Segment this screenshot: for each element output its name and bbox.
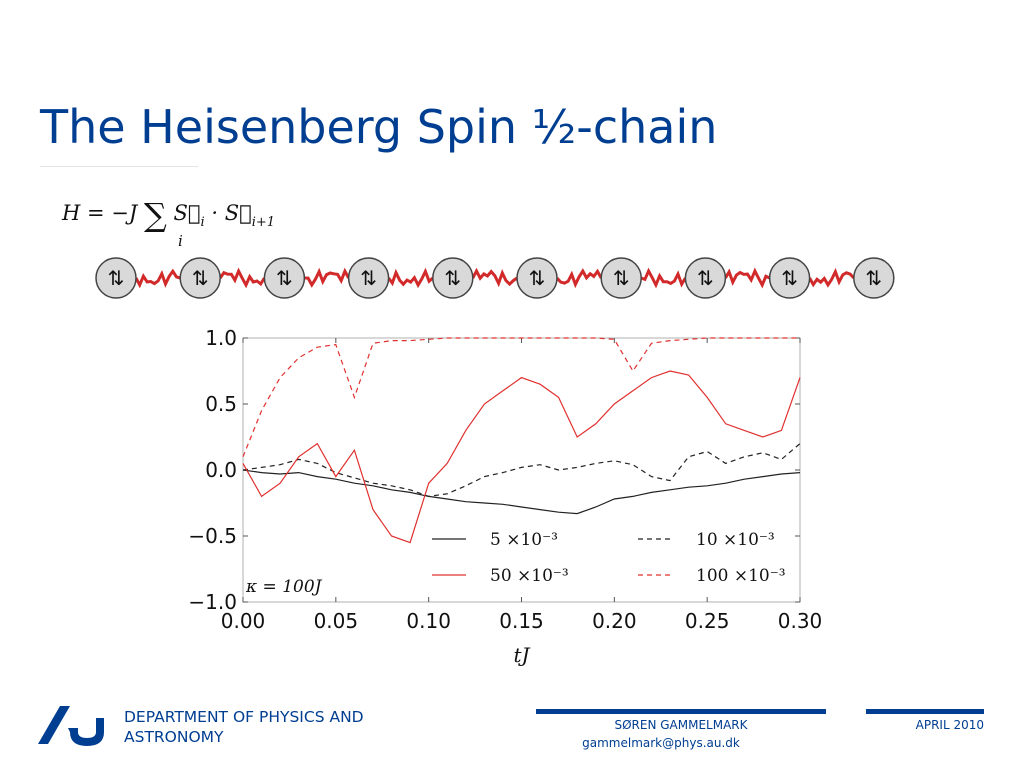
legend-label: 10 ×10⁻³ (696, 530, 775, 550)
au-logo-icon (38, 706, 104, 746)
spin-coupling-link (304, 267, 350, 288)
x-axis-label: tJ (513, 643, 530, 667)
x-tick-label: 0.25 (685, 609, 730, 633)
spin-up-down-icon: ⇅ (360, 266, 377, 290)
spin-coupling-link (387, 267, 434, 289)
spin-site-node (432, 257, 474, 299)
spin-coupling-link (724, 267, 771, 289)
series-line-1 (242, 469, 801, 515)
series-line-2 (242, 443, 801, 498)
spin-coupling-link (640, 267, 687, 289)
spin-site-node (179, 257, 221, 299)
x-tick-label: 0.15 (499, 609, 544, 633)
spin-coupling-link (471, 267, 518, 288)
series-line-4 (242, 337, 800, 458)
spin-site-node (853, 257, 895, 299)
formula-lhs: H = −J (62, 201, 138, 225)
y-tick-label: −0.5 (190, 524, 237, 548)
formula-term: S⃗ (173, 201, 201, 225)
y-tick-label: 0.5 (205, 392, 237, 416)
spin-site-node (263, 257, 306, 299)
department-line-2: ASTRONOMY (124, 728, 224, 746)
x-tick-label: 0.00 (221, 609, 266, 633)
footer-bar-date (866, 709, 984, 714)
author-name: SØREN GAMMELMARK (614, 718, 748, 732)
x-tick-label: 0.30 (778, 609, 823, 633)
spin-site-node (95, 257, 137, 299)
slide-title: The Heisenberg Spin ½-chain (40, 100, 718, 154)
spin-coupling-link (808, 267, 855, 288)
title-divider (40, 166, 198, 167)
sum-symbol: ∑ (143, 196, 167, 234)
x-tick-label: 0.10 (406, 609, 451, 633)
legend-label: 100 ×10⁻³ (696, 566, 786, 586)
y-tick-label: 0.0 (205, 458, 237, 482)
formula-term-2: S⃗ (224, 201, 252, 225)
spin-up-down-icon: ⇅ (108, 266, 125, 290)
sigma-z-line-chart: 0.00 0.05 0.10 0.15 0.20 0.25 0.30 −1.0 −0.5 0.0 0… (190, 326, 823, 667)
spin-up-down-icon: ⇅ (276, 266, 293, 290)
legend-label: 5 ×10⁻³ (490, 530, 558, 550)
department-name: DEPARTMENT OF PHYSICS AND ASTRONOMY (124, 707, 364, 747)
spin-site-node (516, 257, 558, 299)
spin-coupling-link (134, 268, 181, 289)
spin-up-down-icon: ⇅ (781, 266, 798, 290)
kappa-annotation: κ = 100J (245, 577, 323, 597)
formula-dot: · (204, 201, 225, 225)
x-tick-label: 0.20 (592, 609, 637, 633)
author-email: gammelmark@phys.au.dk (582, 736, 740, 750)
spin-up-down-icon: ⇅ (192, 266, 209, 290)
formula-subscript-i: i (200, 215, 205, 230)
x-tick-label: 0.05 (314, 609, 359, 633)
y-tick-label: −1.0 (190, 590, 237, 614)
spin-site-node (600, 257, 642, 299)
series-line-3 (242, 370, 801, 544)
spin-chain-diagram: ⇅ ⇅ ⇅ ⇅ ⇅ ⇅ ⇅ ⇅ ⇅ ⇅ (95, 257, 895, 299)
footer-bar-author (536, 709, 826, 714)
y-tick-label: 1.0 (205, 326, 237, 350)
formula-subscript-i1: i+1 (251, 215, 276, 230)
spin-up-down-icon: ⇅ (697, 266, 714, 290)
spin-up-down-icon: ⇅ (529, 266, 546, 290)
hamiltonian-formula: H = −J ∑ S⃗i · S⃗i+1 i (62, 190, 276, 250)
spin-site-node (347, 257, 390, 299)
spin-coupling-link (218, 267, 266, 289)
spin-up-down-icon: ⇅ (865, 266, 882, 290)
sum-index: i (178, 232, 183, 250)
spin-up-down-icon: ⇅ (444, 266, 461, 290)
spin-site-node (684, 257, 727, 299)
spin-up-down-icon: ⇅ (613, 266, 630, 290)
spin-site-node (768, 257, 811, 299)
spin-coupling-link (555, 268, 603, 289)
presentation-date: APRIL 2010 (915, 718, 984, 732)
department-line-1: DEPARTMENT OF PHYSICS AND (124, 708, 364, 726)
legend-label: 50 ×10⁻³ (490, 566, 569, 586)
